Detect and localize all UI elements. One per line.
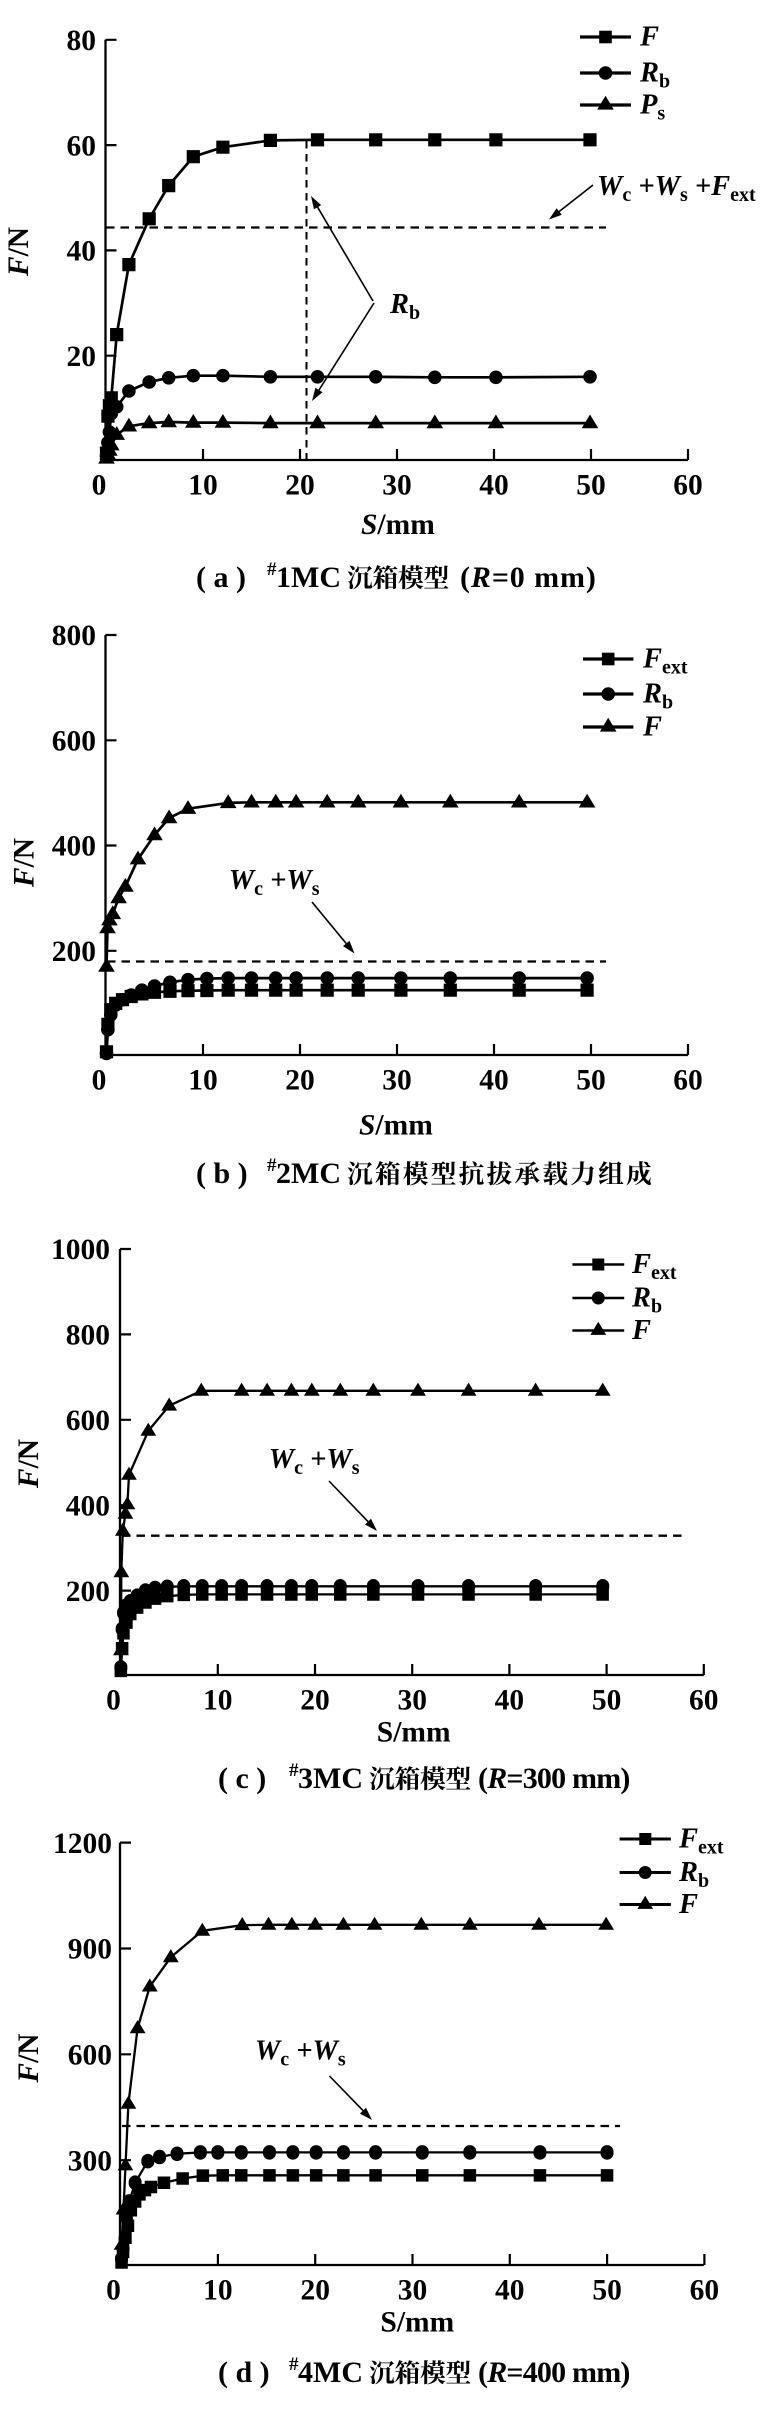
svg-text:0: 0 (92, 470, 107, 502)
svg-text:20: 20 (285, 470, 315, 502)
svg-text:20: 20 (300, 1685, 330, 1717)
svg-text:F: F (678, 1889, 698, 1920)
svg-text:10: 10 (188, 1065, 218, 1097)
svg-text:( c ): ( c ) (218, 1762, 266, 1795)
svg-text:400: 400 (52, 831, 96, 863)
svg-text:0: 0 (106, 1685, 121, 1717)
svg-text:3MC: 3MC (298, 1762, 363, 1795)
svg-text:900: 900 (68, 1934, 112, 1966)
svg-text:800: 800 (66, 1320, 110, 1352)
svg-text:50: 50 (592, 1685, 622, 1717)
svg-text:0: 0 (106, 2275, 121, 2307)
svg-text:F/N: F/N (3, 227, 35, 277)
svg-text:60: 60 (690, 2275, 720, 2307)
svg-text:1200: 1200 (53, 1828, 112, 1860)
svg-text:40: 40 (479, 1065, 509, 1097)
svg-text:Rb: Rb (639, 58, 670, 93)
svg-text:200: 200 (52, 936, 96, 968)
svg-text:F/N: F/N (13, 2033, 45, 2083)
svg-text:0: 0 (92, 1065, 107, 1097)
svg-text:30: 30 (382, 1065, 412, 1097)
svg-text:(R=300 mm): (R=300 mm) (478, 1762, 630, 1795)
svg-text:600: 600 (68, 2040, 112, 2072)
svg-text:30: 30 (397, 1685, 427, 1717)
svg-text:600: 600 (66, 1405, 110, 1437)
svg-text:F: F (642, 712, 662, 743)
svg-text:40: 40 (479, 470, 509, 502)
svg-text:10: 10 (188, 470, 218, 502)
svg-text:20: 20 (285, 1065, 315, 1097)
svg-text:400: 400 (66, 1490, 110, 1522)
svg-text:( b ): ( b ) (196, 1157, 248, 1190)
svg-text:10: 10 (203, 1685, 233, 1717)
svg-text:Wc +Ws: Wc +Ws (229, 865, 320, 900)
svg-text:F: F (631, 1315, 651, 1346)
svg-text:(R=0 mm): (R=0 mm) (460, 561, 597, 594)
svg-text:40: 40 (67, 236, 97, 268)
svg-text:50: 50 (576, 470, 606, 502)
svg-text:80: 80 (67, 25, 97, 57)
svg-text:Wc +Ws: Wc +Ws (269, 1444, 360, 1479)
svg-text:#: # (289, 1760, 299, 1781)
svg-text:(R=400 mm): (R=400 mm) (478, 2356, 630, 2389)
svg-text:( a ): ( a ) (196, 561, 246, 594)
svg-text:300: 300 (68, 2145, 112, 2177)
svg-text:60: 60 (67, 130, 97, 162)
svg-text:( d ): ( d ) (218, 2356, 270, 2389)
svg-text:#: # (267, 1155, 277, 1176)
svg-text:4MC: 4MC (298, 2356, 363, 2389)
svg-text:20: 20 (67, 341, 97, 373)
svg-text:1MC: 1MC (276, 561, 341, 594)
svg-text:20: 20 (300, 2275, 330, 2307)
svg-text:60: 60 (673, 1065, 703, 1097)
svg-text:50: 50 (592, 2275, 622, 2307)
svg-text:S/mm: S/mm (359, 1110, 433, 1142)
svg-text:F/N: F/N (9, 838, 41, 888)
svg-text:F/N: F/N (13, 1439, 45, 1489)
svg-text:200: 200 (66, 1576, 110, 1608)
svg-text:40: 40 (495, 1685, 525, 1717)
svg-text:800: 800 (52, 620, 96, 652)
svg-text:40: 40 (495, 2275, 525, 2307)
svg-text:30: 30 (382, 470, 412, 502)
svg-text:#: # (267, 559, 277, 580)
svg-text:S/mm: S/mm (377, 1717, 451, 1749)
svg-text:600: 600 (52, 726, 96, 758)
svg-text:S/mm: S/mm (380, 2307, 454, 2339)
svg-text:2MC: 2MC (276, 1157, 341, 1190)
svg-text:F: F (639, 22, 659, 53)
svg-text:60: 60 (673, 470, 703, 502)
svg-text:10: 10 (203, 2275, 233, 2307)
svg-text:50: 50 (576, 1065, 606, 1097)
svg-text:30: 30 (398, 2275, 428, 2307)
svg-text:1000: 1000 (51, 1234, 110, 1266)
svg-text:#: # (289, 2354, 299, 2375)
svg-text:S/mm: S/mm (361, 509, 435, 541)
svg-text:Wc +Ws: Wc +Ws (255, 2035, 346, 2070)
svg-text:60: 60 (689, 1685, 719, 1717)
